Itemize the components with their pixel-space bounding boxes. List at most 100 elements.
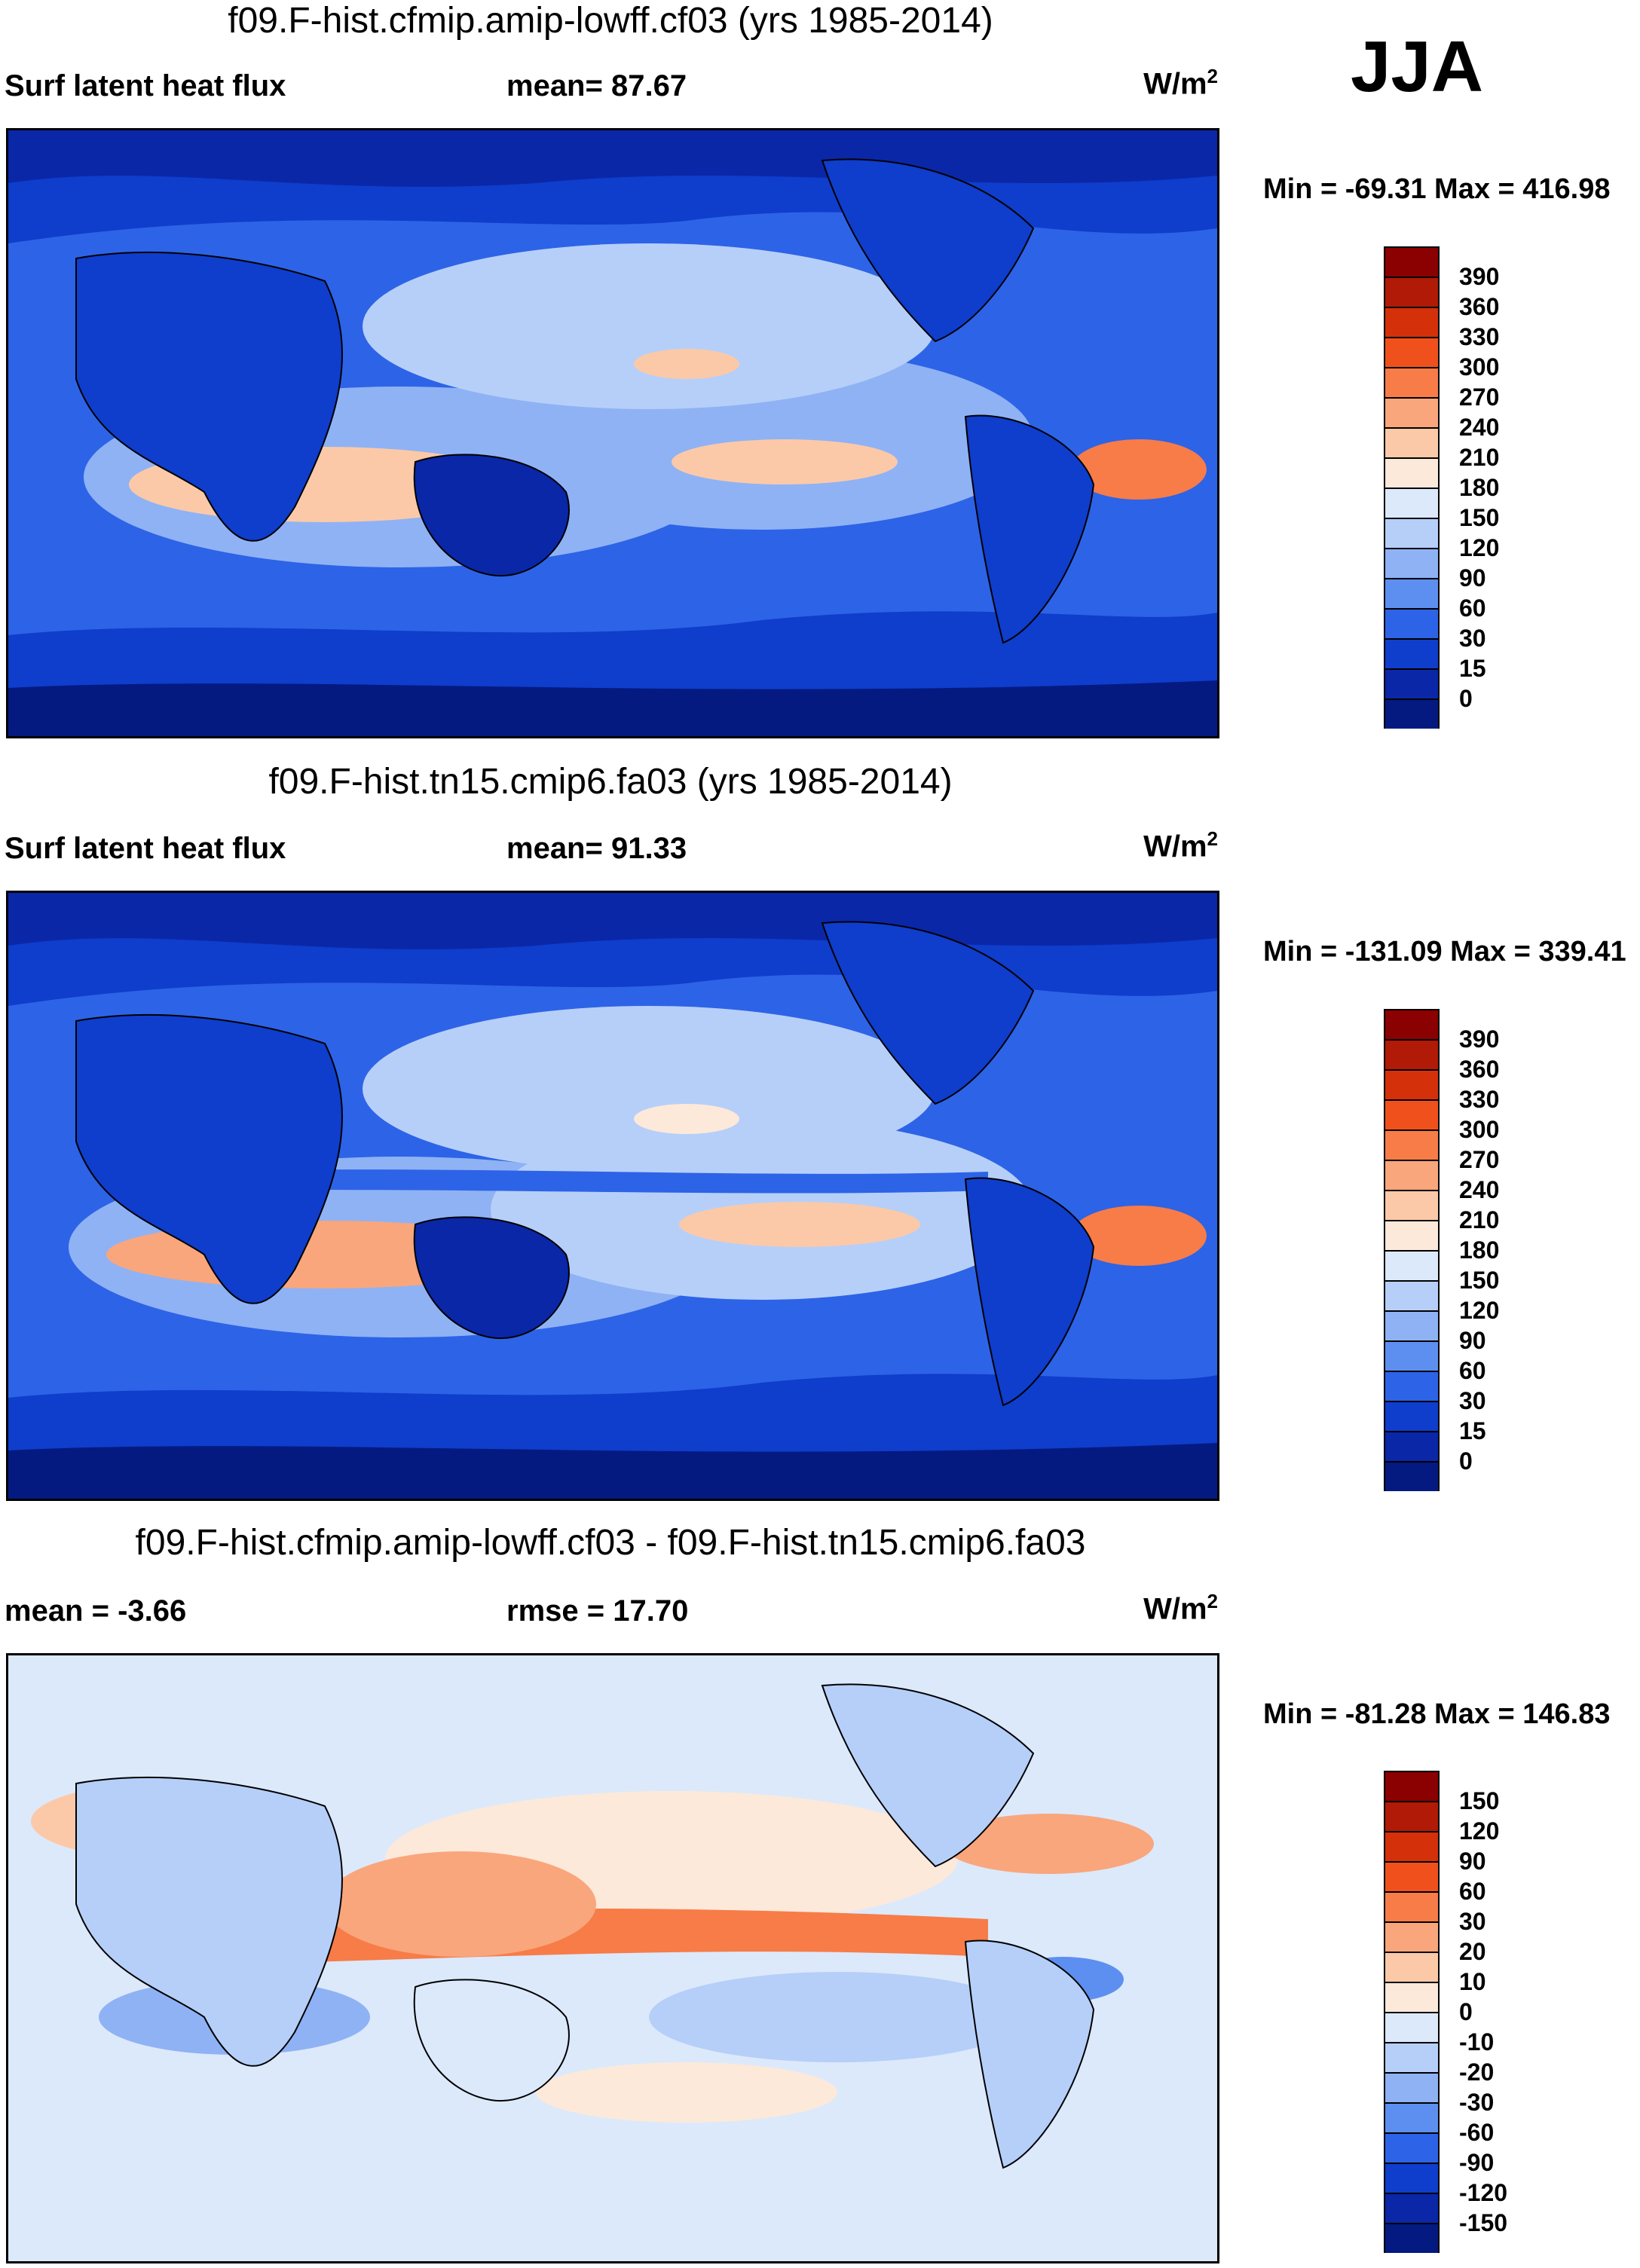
panel-3-minmax: Min = -81.28 Max = 146.83 [1263,1698,1611,1730]
colorbar-tick-label: 30 [1459,625,1486,652]
colorbar-tick-label: 0 [1459,1998,1473,2025]
africa-eurasia-land [75,251,343,542]
panel-1-minmax: Min = -69.31 Max = 416.98 [1263,173,1611,205]
colorbar-tick-label: 60 [1459,1357,1486,1384]
colorbar-swatch [1384,1069,1440,1101]
colorbar-swatch [1384,1861,1440,1893]
colorbar-swatch [1384,1891,1440,1923]
colorbar-tick-label: 0 [1459,685,1473,712]
colorbar-swatch [1384,1982,1440,2013]
colorbar-swatch [1384,246,1440,278]
colorbar-tick-label: 270 [1459,1146,1500,1173]
south-america-land [964,414,1095,644]
colorbar-swatch [1384,1831,1440,1863]
colorbar-tick-label: 15 [1459,655,1486,682]
colorbar-tick-label: -10 [1459,2028,1495,2056]
colorbar-tick-label: 330 [1459,1086,1500,1113]
colorbar-swatch [1384,2012,1440,2043]
colorbar-tick-label: 90 [1459,564,1486,591]
colorbar-swatch [1384,1310,1440,1342]
colorbar-tick-label: 270 [1459,384,1500,411]
north-pacific-subtropics [363,243,935,409]
colorbar-swatch [1384,2042,1440,2074]
maritime-continent-anomaly [325,1851,596,1957]
panel-1-map [6,128,1219,738]
colorbar-swatch [1384,1431,1440,1463]
colorbar-swatch [1384,427,1440,459]
antarctic-band [8,680,1217,736]
panel-3-map [6,1653,1219,2263]
colorbar-swatch [1384,1801,1440,1832]
colorbar-tick-label: -20 [1459,2059,1495,2086]
colorbar-tick-label: 120 [1459,1297,1500,1324]
colorbar-swatch [1384,1371,1440,1402]
north-america-land [821,921,1035,1105]
south-pacific-maximum [679,1202,920,1247]
colorbar-tick-label: 360 [1459,293,1500,320]
panel-2-minmax: Min = -131.09 Max = 339.41 [1263,936,1626,967]
colorbar-swatch [1384,337,1440,368]
panel-2-title: f09.F-hist.tn15.cmip6.fa03 (yrs 1985-201… [268,762,953,802]
australia-land [413,1216,570,1340]
colorbar-swatch [1384,2072,1440,2104]
colorbar-tick-label: 300 [1459,1116,1500,1143]
north-pacific-subtropics [363,1006,935,1172]
panel-1-variable-label: Surf latent heat flux [5,69,286,102]
colorbar-swatch [1384,397,1440,429]
colorbar-tick-label: 30 [1459,1908,1486,1935]
colorbar-tick-label: 30 [1459,1387,1486,1414]
australia-land [413,1979,570,2102]
colorbar-swatch [1384,1280,1440,1312]
colorbar-swatch [1384,1009,1440,1041]
colorbar-tick-label: 390 [1459,263,1500,290]
colorbar-tick-label: 15 [1459,1417,1486,1444]
colorbar-swatch [1384,2193,1440,2224]
colorbar-swatch [1384,1401,1440,1432]
panel-2-map [6,891,1219,1501]
colorbar-swatch [1384,1039,1440,1071]
colorbar-tick-label: 180 [1459,1236,1500,1264]
colorbar-swatch [1384,1190,1440,1221]
colorbar-tick-label: -150 [1459,2209,1508,2236]
colorbar-swatch [1384,578,1440,610]
colorbar-tick-label: 60 [1459,1878,1486,1905]
colorbar-swatch [1384,2102,1440,2134]
africa-eurasia-land [75,1776,343,2067]
season-label: JJA [1351,26,1484,107]
colorbar-swatch [1384,1129,1440,1161]
panel-3-mean-label: mean = -3.66 [5,1594,187,1628]
australia-land [413,454,570,577]
panel-1-units-label: W/m2 [1143,65,1218,101]
south-america-land [964,1177,1095,1407]
colorbar-tick-label: 300 [1459,353,1500,381]
colorbar-swatch [1384,518,1440,549]
colorbar-swatch [1384,1771,1440,1802]
north-pacific-maximum [634,1104,739,1134]
colorbar-tick-label: 180 [1459,474,1500,501]
panel-1-map-canvas [8,130,1217,736]
colorbar-swatch [1384,1099,1440,1131]
colorbar-swatch [1384,1340,1440,1372]
africa-eurasia-land [75,1013,343,1304]
south-atlantic-maximum [1071,1206,1207,1266]
panel-3-title: f09.F-hist.cfmip.amip-lowff.cf03 - f09.F… [135,1523,1086,1563]
colorbar-svg [1384,246,1440,729]
colorbar-tick-label: 240 [1459,1176,1500,1203]
colorbar-swatch [1384,307,1440,338]
panel-3-units-label: W/m2 [1143,1590,1218,1626]
panel-2-mean-label: mean= 91.33 [506,832,687,865]
north-america-land [821,158,1035,343]
colorbar-svg [1384,1771,1440,2253]
colorbar-swatch [1384,2132,1440,2164]
colorbar-swatch [1384,1921,1440,1953]
colorbar-tick-label: 10 [1459,1968,1486,1995]
colorbar-tick-label: 360 [1459,1056,1500,1083]
colorbar-tick-label: 210 [1459,1206,1500,1233]
colorbar-tick-label: 210 [1459,444,1500,471]
north-pacific-maximum [634,349,739,379]
colorbar-tick-label: 90 [1459,1327,1486,1354]
colorbar-tick-label: 20 [1459,1938,1486,1965]
colorbar-swatch [1384,638,1440,670]
panel-1-title: f09.F-hist.cfmip.amip-lowff.cf03 (yrs 19… [228,1,993,41]
colorbar-swatch [1384,1461,1440,1491]
